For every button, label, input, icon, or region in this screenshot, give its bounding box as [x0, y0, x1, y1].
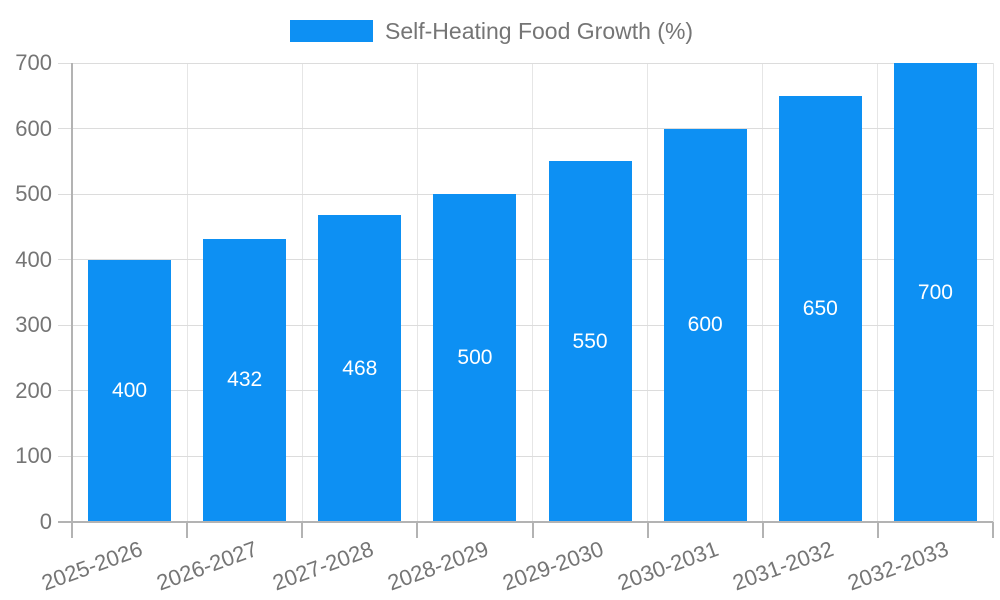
bar-value-label: 468 [342, 356, 378, 380]
bar-value-label: 600 [687, 313, 723, 337]
x-axis-tick [186, 522, 189, 538]
legend-swatch-icon [290, 20, 373, 42]
x-axis-label: 2032-2033 [844, 536, 952, 596]
bar[interactable] [318, 215, 402, 522]
v-gridline [877, 63, 879, 522]
x-axis-tick [761, 522, 764, 538]
x-axis-label: 2026-2027 [153, 536, 262, 596]
bar-value-label: 400 [112, 378, 148, 402]
bar[interactable] [778, 95, 862, 522]
x-axis-label: 2031-2032 [729, 536, 837, 596]
y-axis-tick-label: 0 [39, 509, 52, 534]
y-axis-tick-label: 200 [15, 377, 52, 403]
x-axis-line [58, 521, 993, 523]
h-gridline [58, 193, 993, 195]
bar[interactable] [548, 161, 632, 522]
h-gridline [58, 62, 993, 64]
x-axis-label: 2028-2029 [384, 536, 492, 596]
x-axis-tick [992, 522, 994, 538]
v-gridline [186, 63, 188, 522]
y-axis-tick-label: 600 [15, 115, 52, 141]
bar-value-label: 700 [917, 280, 953, 304]
bar[interactable] [663, 128, 747, 522]
x-axis-tick [646, 522, 649, 538]
x-axis-label: 2025-2026 [38, 536, 147, 596]
x-axis-tick [301, 522, 304, 538]
h-gridline [58, 259, 993, 261]
bar[interactable] [893, 63, 977, 522]
x-axis-label: 2029-2030 [499, 536, 607, 596]
legend-label: Self-Heating Food Growth (%) [385, 18, 694, 44]
x-axis-tick [531, 522, 534, 538]
y-axis-tick-label: 100 [15, 443, 52, 469]
h-gridline [58, 390, 993, 392]
x-axis-label: 2027-2028 [268, 536, 377, 596]
v-gridline [301, 63, 303, 522]
bar[interactable] [433, 194, 517, 522]
h-gridline [58, 324, 993, 326]
bar-value-label: 650 [802, 296, 838, 320]
y-axis-tick-label: 500 [15, 181, 52, 207]
x-axis-label: 2030-2031 [614, 536, 722, 596]
bar-value-label: 432 [227, 368, 263, 392]
y-axis-tick-label: 700 [15, 50, 52, 75]
bar-value-label: 500 [457, 346, 493, 370]
y-axis-tick-label: 300 [15, 312, 52, 338]
v-gridline [992, 63, 994, 522]
bar[interactable] [203, 238, 287, 522]
v-gridline [416, 63, 418, 522]
h-gridline [58, 128, 993, 130]
chart-legend[interactable]: Self-Heating Food Growth (%) [290, 17, 693, 45]
v-gridline [647, 63, 649, 522]
h-gridline [58, 455, 993, 457]
y-axis-line [71, 63, 73, 538]
x-axis-tick [416, 522, 419, 538]
v-gridline [532, 63, 533, 522]
x-axis-tick [876, 522, 879, 538]
y-axis-tick-label: 400 [15, 246, 52, 272]
v-gridline [762, 63, 764, 522]
bar-value-label: 550 [572, 329, 608, 353]
bar[interactable] [88, 259, 172, 522]
